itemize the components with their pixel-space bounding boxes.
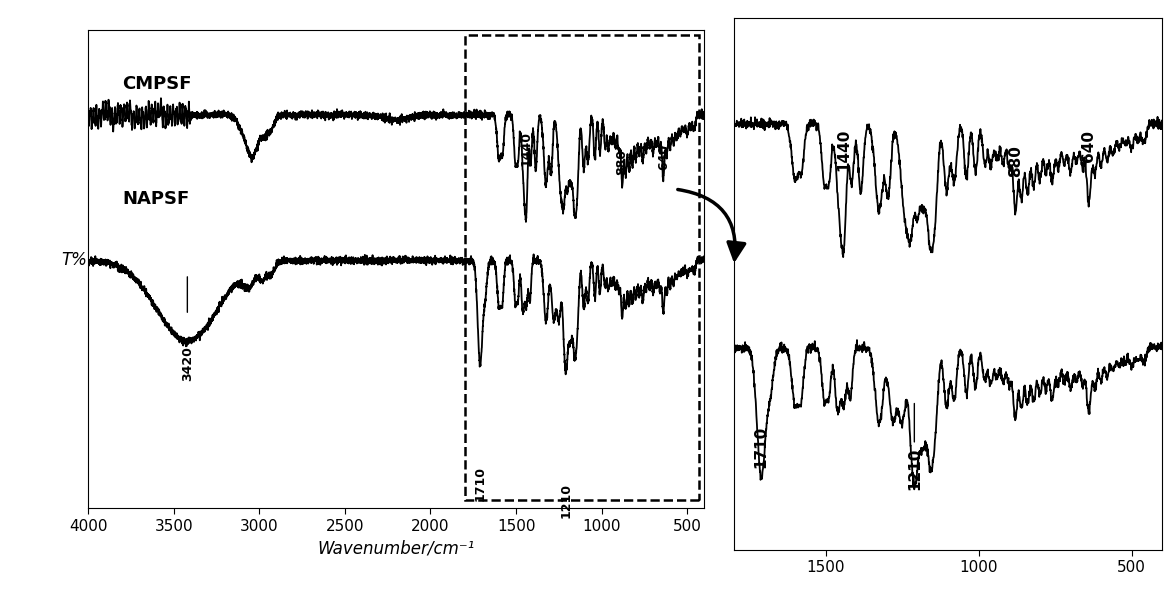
FancyArrowPatch shape xyxy=(677,190,744,259)
Text: 1210: 1210 xyxy=(906,404,922,490)
Text: 880: 880 xyxy=(1007,145,1023,177)
Text: 1710: 1710 xyxy=(754,426,769,469)
X-axis label: Wavenumber/cm⁻¹: Wavenumber/cm⁻¹ xyxy=(318,539,474,557)
Text: 3420: 3420 xyxy=(181,346,194,381)
Text: 1710: 1710 xyxy=(473,466,486,501)
Text: 640: 640 xyxy=(1081,131,1097,163)
Y-axis label: T%: T% xyxy=(61,251,87,269)
Text: CMPSF: CMPSF xyxy=(122,76,191,93)
Bar xyxy=(465,35,700,500)
Text: 1440: 1440 xyxy=(836,128,851,171)
Text: 880: 880 xyxy=(615,149,629,175)
Text: 640: 640 xyxy=(656,144,670,170)
Text: 1210: 1210 xyxy=(559,483,572,518)
Text: 1440: 1440 xyxy=(520,131,533,166)
Text: NAPSF: NAPSF xyxy=(122,190,189,208)
